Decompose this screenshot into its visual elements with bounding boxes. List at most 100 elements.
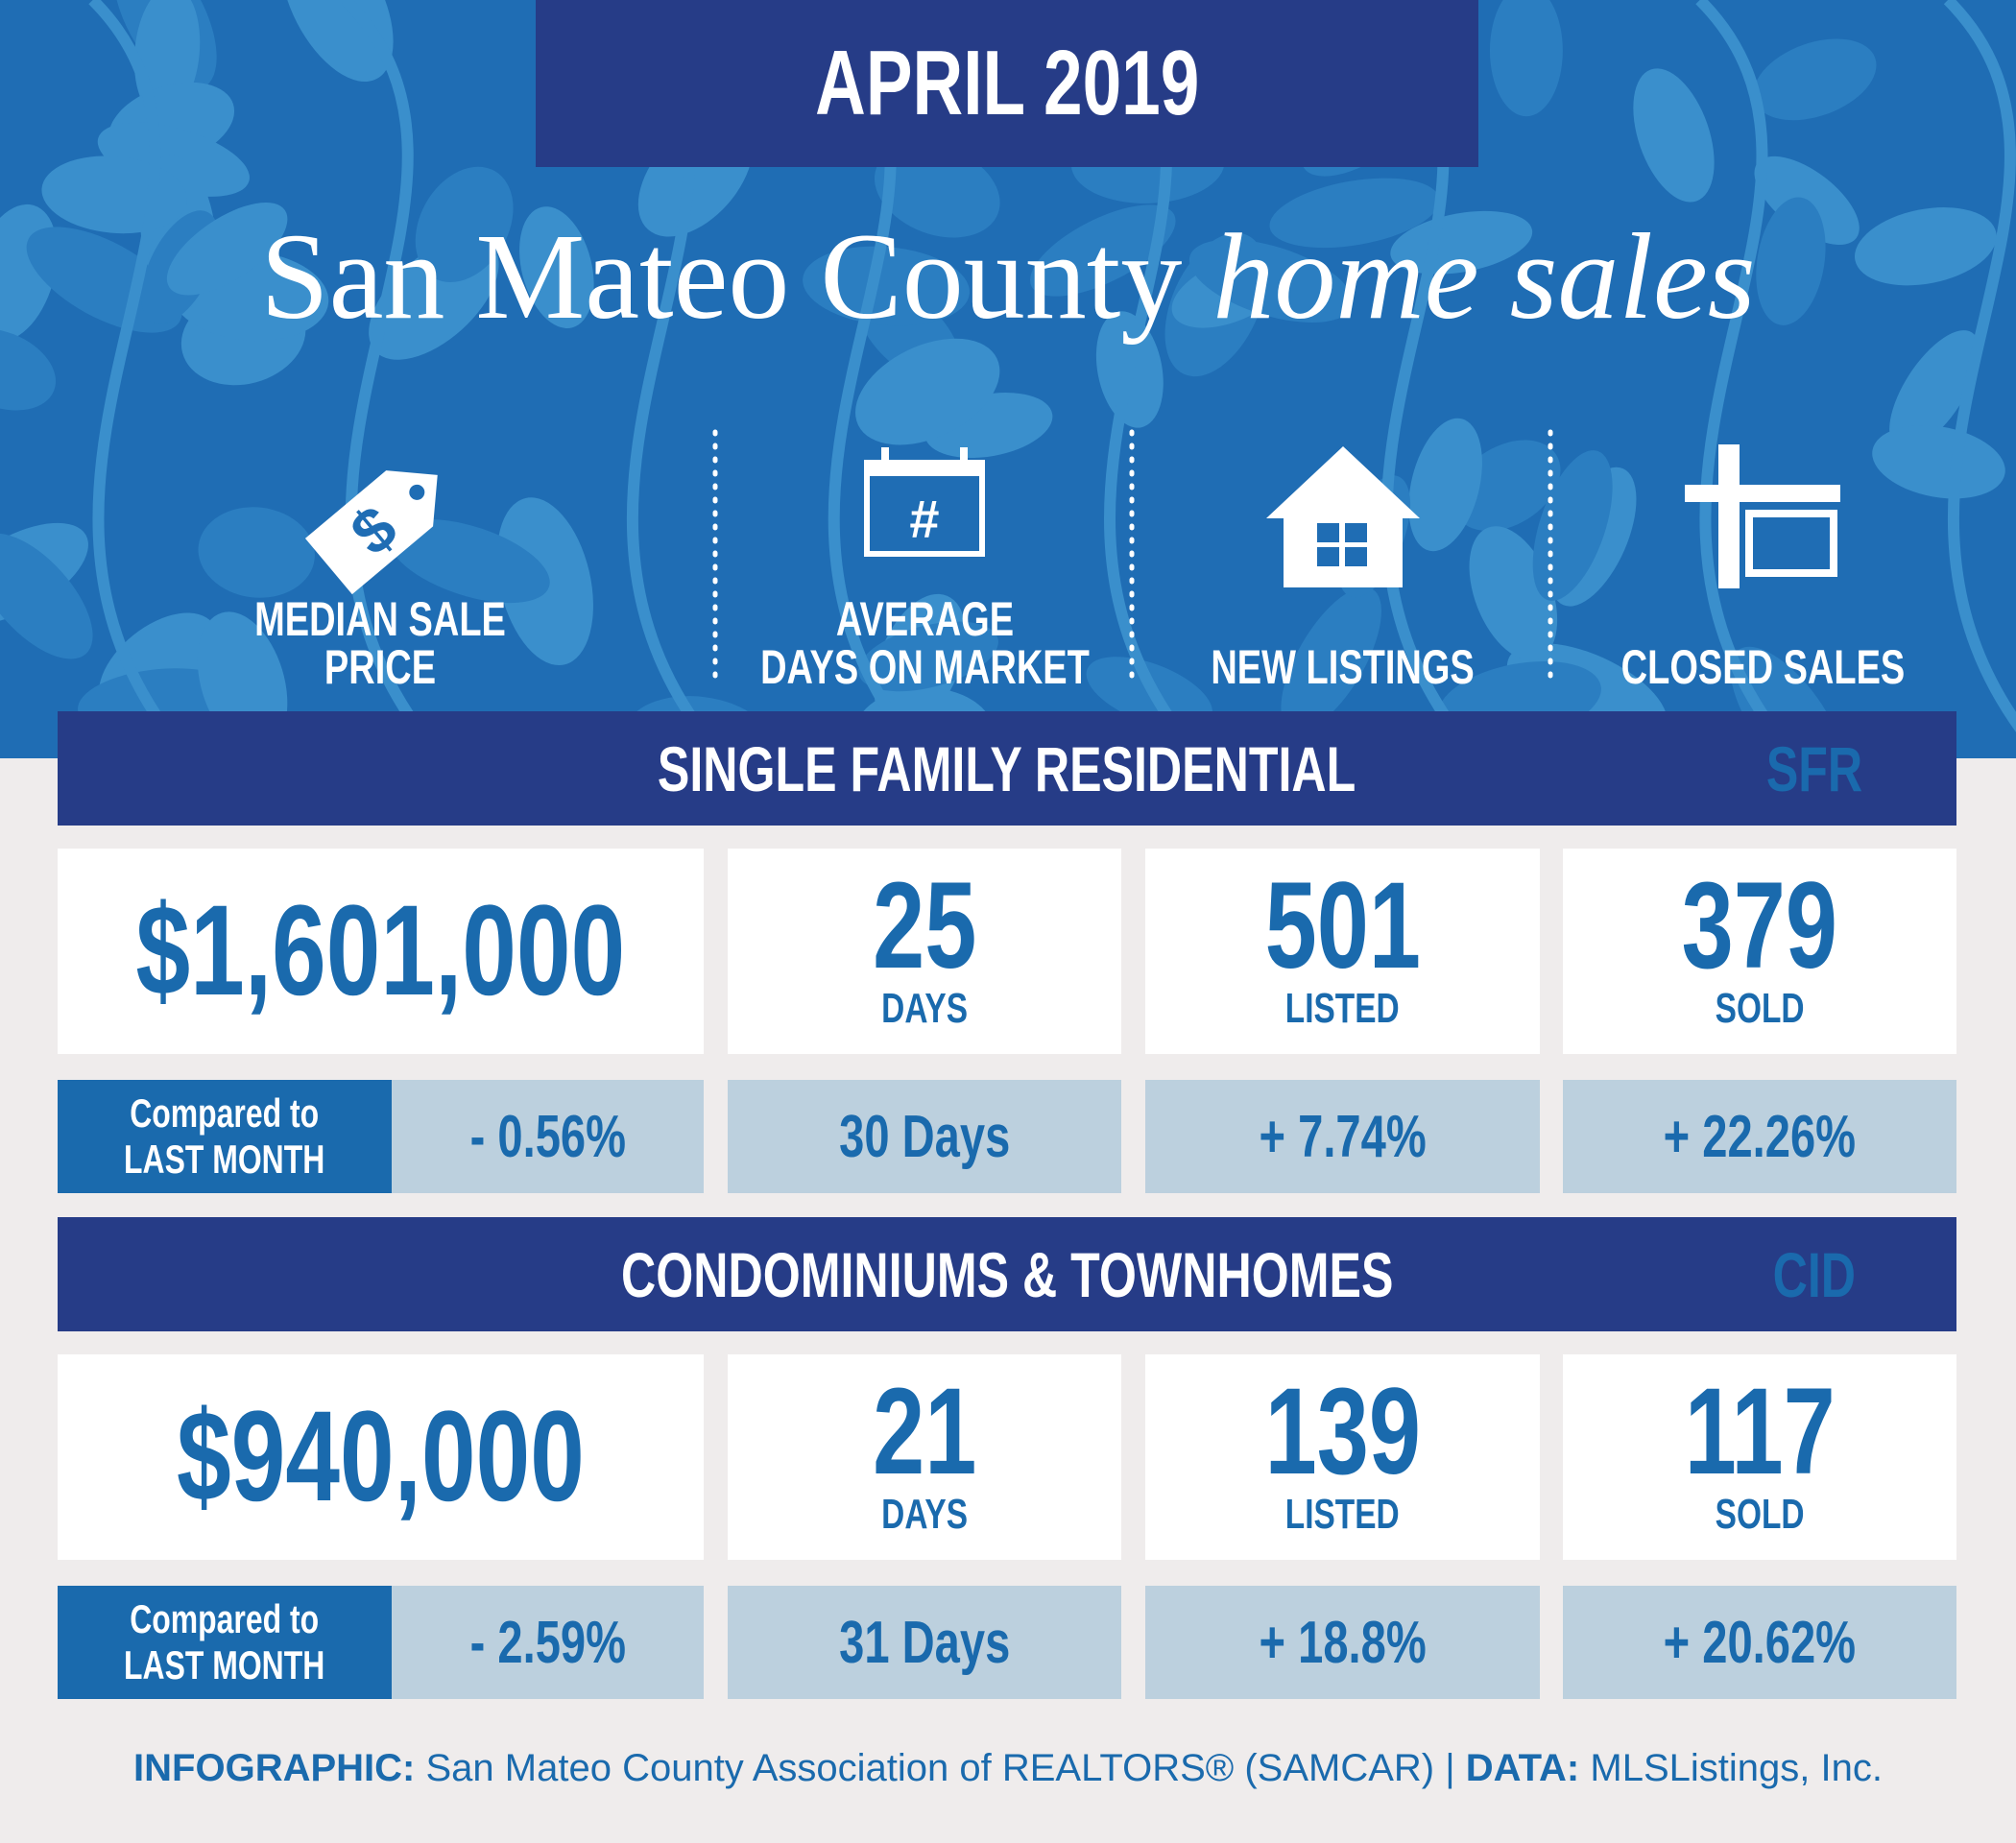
leaf: [519, 206, 594, 329]
comparison-value: + 22.26%: [1563, 1080, 1956, 1193]
date-banner: APRIL 2019: [536, 0, 1478, 167]
leaf: [166, 202, 288, 296]
comparison-value: - 2.59%: [392, 1586, 704, 1699]
vine: [88, 0, 194, 758]
comparison-value: - 0.56%: [392, 1080, 704, 1193]
leaf: [857, 621, 998, 692]
comparison-value: 30 Days: [728, 1080, 1121, 1193]
calendar-bar: [867, 463, 982, 476]
title-main: San Mateo County: [260, 208, 1183, 345]
comparison-label-text: Compared to LAST MONTH: [124, 1090, 325, 1182]
leaf: [415, 166, 514, 283]
section-banner: SINGLE FAMILY RESIDENTIAL: [58, 711, 1956, 826]
value: 501: [1264, 857, 1421, 994]
footer-data: MLSListings, Inc.: [1590, 1747, 1883, 1789]
section-banner-text: CONDOMINIUMS & TOWNHOMES: [620, 1238, 1394, 1310]
leaf: [1030, 204, 1176, 297]
footer-label: DATA:: [1465, 1747, 1580, 1789]
value-box: 21 DAYS: [728, 1354, 1121, 1560]
section-banner-text: SINGLE FAMILY RESIDENTIAL: [658, 732, 1356, 804]
comparison-label-text: Compared to LAST MONTH: [124, 1596, 325, 1687]
calendar-symbol: #: [909, 489, 939, 549]
leaf: [1269, 178, 1440, 249]
tag-hole: [409, 484, 425, 500]
value: 25: [872, 857, 977, 994]
comparison-value: 31 Days: [728, 1586, 1121, 1699]
metric-label-text: CLOSED SALES: [1620, 640, 1905, 694]
section-code-text: SFR: [1765, 732, 1863, 804]
leaf: [874, 143, 1000, 238]
footer-label: INFOGRAPHIC:: [133, 1747, 416, 1789]
comparison-value-text: 30 Days: [838, 1103, 1011, 1170]
icons: $ #: [304, 429, 1840, 680]
value-box: 501 LISTED: [1145, 849, 1540, 1054]
leaf: [1855, 207, 1997, 286]
footer-source: San Mateo County Association of REALTORS…: [425, 1747, 1455, 1789]
comparison-value: + 18.8%: [1145, 1586, 1540, 1699]
leaf: [1532, 450, 1613, 601]
comparison-value: + 7.74%: [1145, 1080, 1540, 1193]
leaf: [1188, 239, 1354, 323]
metric-label: NEW LISTINGS: [1103, 576, 1583, 691]
sign-post: [1718, 444, 1740, 588]
sign-board: [1745, 510, 1837, 577]
comparison-label: Compared to LAST MONTH: [58, 1080, 392, 1193]
comparison-value-text: - 0.56%: [469, 1103, 626, 1170]
metric-label-text: NEW LISTINGS: [1211, 640, 1476, 694]
leaf: [1872, 425, 2005, 499]
section-code-text: CID: [1772, 1238, 1857, 1310]
section-code: CID: [1728, 1217, 1901, 1331]
unit: SOLD: [1715, 1491, 1805, 1538]
unit: LISTED: [1285, 1491, 1400, 1538]
price-tag-icon: $: [304, 470, 438, 595]
unit: LISTED: [1285, 985, 1400, 1032]
unit: DAYS: [881, 985, 968, 1032]
section-banner: CONDOMINIUMS & TOWNHOMES: [58, 1217, 1956, 1331]
vine: [341, 0, 446, 758]
sign-arm: [1685, 485, 1840, 502]
tag-shape: [304, 470, 438, 595]
date: APRIL 2019: [814, 32, 1200, 134]
calendar-ring: [881, 447, 889, 470]
value-box: $1,601,000: [58, 849, 704, 1054]
calendar-ring: [960, 447, 968, 470]
metric-label: CLOSED SALES: [1523, 576, 2003, 691]
value-box: 379 SOLD: [1563, 849, 1956, 1054]
leaf: [389, 518, 550, 604]
leaf: [198, 507, 315, 598]
metric-label: AVERAGE DAYS ON MARKET: [684, 576, 1164, 691]
title: San Mateo County home sales: [0, 206, 2016, 347]
value-box: 139 LISTED: [1145, 1354, 1540, 1560]
leaf: [1489, 0, 1563, 117]
leaf: [855, 338, 1000, 445]
value: $940,000: [177, 1385, 585, 1528]
unit: DAYS: [881, 1491, 968, 1538]
leaf: [0, 328, 57, 411]
house-window: [1317, 523, 1367, 566]
value: 21: [872, 1363, 977, 1500]
house-icon: [1266, 446, 1420, 587]
separators: [712, 429, 1553, 680]
value: 117: [1684, 1363, 1836, 1500]
vine: [1943, 0, 2016, 732]
value: $1,601,000: [135, 879, 626, 1022]
value: 379: [1681, 857, 1838, 994]
calendar-icon: #: [864, 447, 985, 557]
value-box: $940,000: [58, 1354, 704, 1560]
metric-label-text: MEDIAN SALE PRICE: [254, 592, 506, 694]
comparison-value-text: + 22.26%: [1663, 1103, 1857, 1170]
comparison-value-text: - 2.59%: [469, 1609, 626, 1676]
comparison-label: Compared to LAST MONTH: [58, 1586, 392, 1699]
metric-label-text: AVERAGE DAYS ON MARKET: [759, 592, 1090, 694]
metric-label: MEDIAN SALE PRICE: [140, 576, 620, 691]
comparison-value-text: + 18.8%: [1259, 1609, 1427, 1676]
footer: INFOGRAPHIC: San Mateo County Associatio…: [0, 1747, 2016, 1790]
leaf: [1753, 38, 1877, 121]
leaf: [280, 0, 394, 83]
leaf: [1408, 418, 1482, 552]
house-shape: [1266, 446, 1420, 587]
leaf: [1633, 68, 1715, 203]
comparison-value: + 20.62%: [1563, 1586, 1956, 1699]
unit: SOLD: [1715, 985, 1805, 1032]
